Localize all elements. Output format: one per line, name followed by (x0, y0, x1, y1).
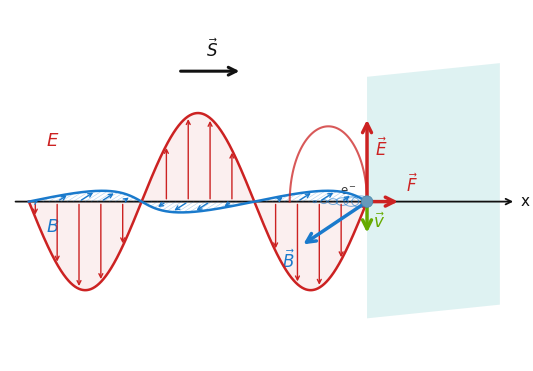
Text: $\vec{v}$: $\vec{v}$ (373, 212, 385, 232)
Text: $\vec{S}$: $\vec{S}$ (206, 38, 219, 61)
Circle shape (361, 196, 373, 207)
Text: $\vec{B}$: $\vec{B}$ (282, 250, 295, 272)
Text: $\vec{E}$: $\vec{E}$ (375, 138, 387, 160)
Polygon shape (367, 63, 500, 318)
Text: B: B (46, 219, 59, 236)
Text: E: E (46, 132, 58, 150)
Text: $\vec{F}$: $\vec{F}$ (407, 174, 418, 196)
Text: x: x (521, 194, 530, 209)
Text: e$^-$: e$^-$ (341, 186, 357, 198)
